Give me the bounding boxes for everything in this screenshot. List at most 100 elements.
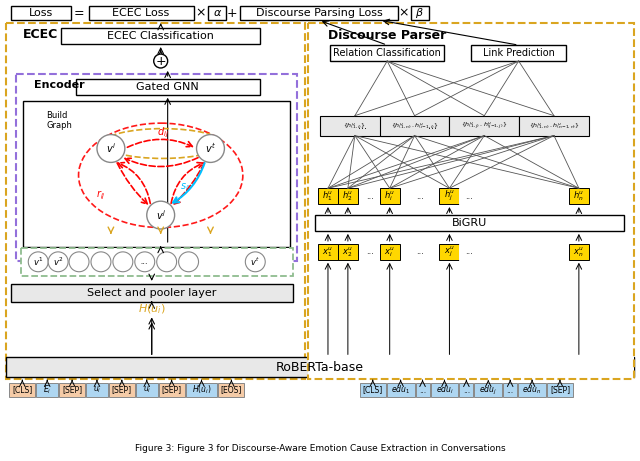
Text: ...: ... <box>415 192 424 201</box>
Bar <box>338 188 358 204</box>
Bar <box>519 116 589 136</box>
Text: Loss: Loss <box>29 8 53 18</box>
Text: $x_i^u$: $x_i^u$ <box>384 245 396 259</box>
Text: Encoder: Encoder <box>35 80 85 90</box>
Text: $\times$: $\times$ <box>195 7 206 20</box>
Text: Select and pooler layer: Select and pooler layer <box>87 288 216 298</box>
Bar <box>380 188 399 204</box>
Text: ...: ... <box>366 248 374 256</box>
Text: Discourse Parser: Discourse Parser <box>328 29 446 41</box>
Text: Figure 3: Figure 3 for Discourse-Aware Emotion Cause Extraction in Conversations: Figure 3: Figure 3 for Discourse-Aware E… <box>134 444 506 453</box>
Bar <box>380 244 399 260</box>
Text: $h_2^u$: $h_2^u$ <box>342 189 354 203</box>
Bar <box>449 116 519 136</box>
Text: $edu_n$: $edu_n$ <box>522 384 542 396</box>
Text: Build
Graph: Build Graph <box>46 111 72 130</box>
Text: $d_{ij}$: $d_{ij}$ <box>157 125 169 140</box>
Bar <box>186 383 218 397</box>
Bar <box>209 6 227 20</box>
Text: $\{h_{(1,n)}^u\!\!..h_{(n\!-\!1,n)}^u\}$: $\{h_{(1,n)}^u\!\!..h_{(n\!-\!1,n)}^u\}$ <box>529 121 579 130</box>
Bar <box>431 383 458 397</box>
Bar <box>59 383 85 397</box>
Text: $h_n^u$: $h_n^u$ <box>573 189 584 203</box>
Bar <box>471 45 566 61</box>
Text: $H(u_i)$: $H(u_i)$ <box>138 303 166 316</box>
Text: $u_i$: $u_i$ <box>143 385 151 395</box>
Bar <box>474 383 502 397</box>
Bar <box>159 383 184 397</box>
Text: $\{h_{(1,i)}^u\}$: $\{h_{(1,i)}^u\}$ <box>344 121 366 130</box>
Text: $v^1$: $v^1$ <box>33 255 44 268</box>
Bar <box>460 188 479 204</box>
Text: $H(u_i)$: $H(u_i)$ <box>192 384 211 396</box>
Text: ECEC Classification: ECEC Classification <box>108 31 214 41</box>
Bar <box>61 28 260 44</box>
Bar <box>569 188 589 204</box>
Bar <box>330 45 444 61</box>
Text: ...: ... <box>465 192 474 201</box>
Circle shape <box>69 252 89 272</box>
Text: $v^i$: $v^i$ <box>106 142 116 155</box>
Text: ...: ... <box>358 121 367 130</box>
Text: $edu_i$: $edu_i$ <box>436 384 453 396</box>
Text: ...: ... <box>366 192 374 201</box>
Text: [SEP]: [SEP] <box>62 385 82 395</box>
Circle shape <box>245 252 265 272</box>
Text: ...: ... <box>419 385 426 395</box>
Text: $x_2^u$: $x_2^u$ <box>342 245 353 259</box>
Bar <box>315 215 623 231</box>
Bar <box>86 383 108 397</box>
Bar <box>460 383 474 397</box>
Circle shape <box>157 252 177 272</box>
Bar <box>360 383 386 397</box>
Bar <box>460 244 479 260</box>
Bar <box>518 383 546 397</box>
Bar <box>547 383 573 397</box>
Text: BiGRU: BiGRU <box>452 218 487 228</box>
Bar <box>136 383 157 397</box>
Text: [CLS]: [CLS] <box>363 385 383 395</box>
Text: $s_{ij}$: $s_{ij}$ <box>180 182 191 195</box>
Bar <box>360 188 380 204</box>
Bar <box>109 383 135 397</box>
Text: ...: ... <box>428 121 437 130</box>
Circle shape <box>154 54 168 68</box>
Text: $\times$: $\times$ <box>398 7 409 20</box>
Text: $\{h_{(1,j)}^u\!\!..h_{(j\!-\!1,j)}^u\}$: $\{h_{(1,j)}^u\!\!..h_{(j\!-\!1,j)}^u\}$ <box>461 120 508 131</box>
Bar <box>6 23 305 379</box>
Circle shape <box>28 252 48 272</box>
Bar <box>440 188 460 204</box>
Bar <box>360 244 380 260</box>
Bar <box>89 6 193 20</box>
Text: $v^t$: $v^t$ <box>250 255 260 268</box>
Text: =: = <box>74 7 84 20</box>
Text: $\alpha$: $\alpha$ <box>213 8 222 18</box>
Text: Link Prediction: Link Prediction <box>483 48 555 58</box>
Bar <box>10 383 35 397</box>
Bar <box>241 6 397 20</box>
Text: [SEP]: [SEP] <box>112 385 132 395</box>
Text: $v^j$: $v^j$ <box>156 208 166 222</box>
Bar <box>17 74 297 261</box>
Text: $x_n^u$: $x_n^u$ <box>573 245 584 259</box>
Text: [SEP]: [SEP] <box>550 385 570 395</box>
Bar <box>23 101 290 247</box>
Circle shape <box>147 201 175 229</box>
Text: ...: ... <box>507 385 514 395</box>
Text: $\{h_{(1,n)}^u\!\!..h_{(i\!-\!1,i)}^u\}$: $\{h_{(1,n)}^u\!\!..h_{(i\!-\!1,i)}^u\}$ <box>390 121 438 130</box>
Text: Discourse Parsing Loss: Discourse Parsing Loss <box>255 8 382 18</box>
Bar <box>569 244 589 260</box>
Text: ECEC: ECEC <box>23 28 58 41</box>
Text: RoBERTa-base: RoBERTa-base <box>276 361 364 374</box>
Bar <box>308 23 634 379</box>
Bar <box>503 383 517 397</box>
Circle shape <box>135 252 155 272</box>
Circle shape <box>179 252 198 272</box>
Text: +: + <box>227 7 237 20</box>
Text: $edu_1$: $edu_1$ <box>391 384 410 396</box>
Bar <box>440 244 460 260</box>
Circle shape <box>91 252 111 272</box>
Bar <box>76 79 260 95</box>
Text: $h_i^u$: $h_i^u$ <box>384 189 396 203</box>
Text: ...: ... <box>415 248 424 256</box>
